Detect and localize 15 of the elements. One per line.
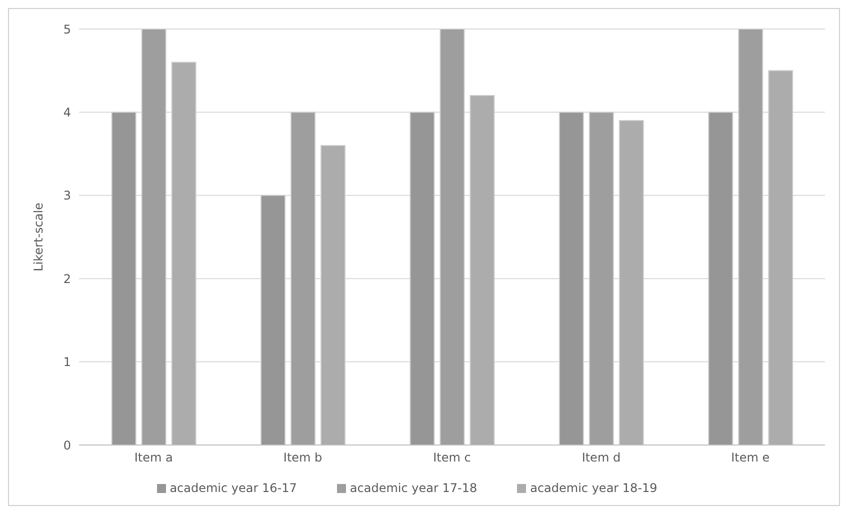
legend-label: academic year 16-17 <box>170 481 297 495</box>
y-tick-label: 1 <box>63 355 71 370</box>
legend-label: academic year 17-18 <box>350 481 478 495</box>
y-tick-label: 4 <box>63 105 71 120</box>
x-tick-label: Item a <box>134 450 173 465</box>
x-tick-label: Item b <box>283 450 322 465</box>
y-axis-title: Likert-scale <box>31 202 46 272</box>
x-tick-label: Item c <box>433 450 471 465</box>
y-tick-label: 0 <box>63 438 71 452</box>
y-tick-label: 3 <box>63 188 71 203</box>
legend-label: academic year 18-19 <box>530 481 658 495</box>
x-tick-label: Item e <box>731 450 770 465</box>
y-tick-label: 2 <box>63 272 71 286</box>
x-tick-label: Item d <box>582 450 621 465</box>
y-tick-label: 5 <box>63 22 71 36</box>
